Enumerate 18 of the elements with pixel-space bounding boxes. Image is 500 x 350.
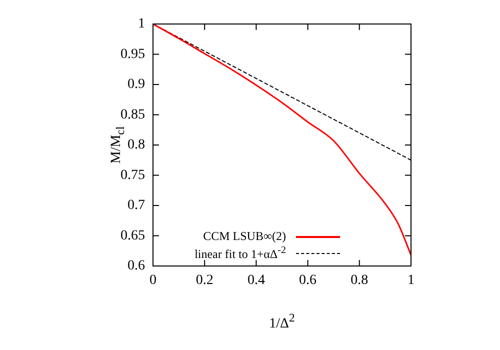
y-tick-label: 0.8 (128, 138, 145, 153)
y-tick-label: 0.85 (120, 107, 145, 122)
y-tick-label: 0.7 (128, 198, 145, 214)
y-tick-label: 0.9 (128, 77, 145, 92)
x-tick-label: 0.4 (247, 273, 265, 288)
y-tick-label: 0.6 (128, 258, 145, 274)
y-tick-label: 0.65 (120, 228, 145, 244)
x-tick-label: 0 (150, 273, 156, 288)
x-tick-label: 1 (408, 273, 414, 288)
y-tick-label: 1 (138, 16, 145, 32)
x-tick-label: 0.6 (299, 273, 317, 288)
legend-label: linear fit to 1+αΔ$^{-2}$ (194, 245, 286, 262)
x-tick-label: 0.8 (350, 273, 368, 288)
y-tick-label: 0.75 (120, 168, 145, 183)
x-axis-title: 1/Δ$^{2}$ (269, 312, 295, 332)
legend-label: CCM LSUB∞(2) (203, 229, 286, 244)
y-tick-label: 0.95 (120, 46, 145, 62)
x-tick-label: 0.2 (196, 273, 214, 288)
